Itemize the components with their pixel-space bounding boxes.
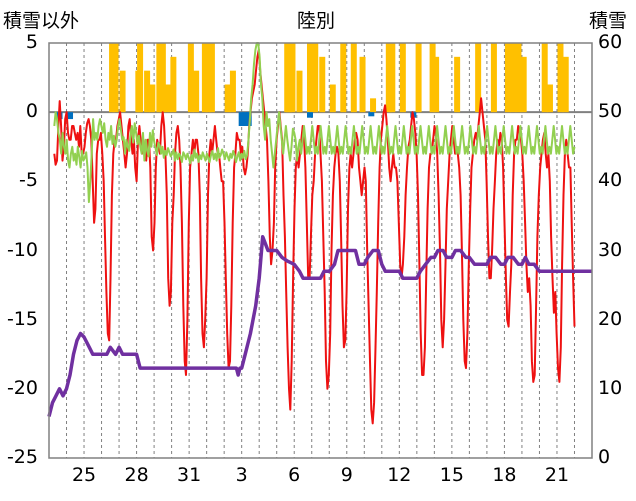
- right-tick-label: 20: [598, 307, 623, 330]
- left-tick-label: -20: [6, 376, 38, 399]
- sunshine-bar: [119, 70, 126, 113]
- sunshine-bar: [415, 43, 422, 113]
- temperature-line: [53, 48, 576, 425]
- plot-frame: [48, 42, 593, 459]
- series-layer: [47, 42, 592, 425]
- sunshine-bar: [312, 43, 319, 113]
- x-tick-label: 12: [387, 464, 412, 486]
- sunshine-bar: [429, 43, 436, 113]
- sunshine-bar: [296, 70, 303, 113]
- sunshine-bar: [454, 56, 461, 113]
- precip-bar: [238, 112, 245, 126]
- sunshine-bar: [475, 43, 482, 113]
- sunshine-bar: [201, 43, 208, 113]
- x-tick-label: 28: [124, 464, 149, 486]
- bar-layer: [56, 43, 569, 126]
- sunshine-bar: [319, 56, 326, 113]
- sunshine-bar: [193, 70, 200, 113]
- left-tick-label: 0: [25, 100, 38, 123]
- sunshine-bar: [520, 56, 527, 113]
- sunshine-bar: [546, 84, 553, 113]
- x-tick-label: 3: [235, 464, 248, 486]
- x-tick-label: 18: [492, 464, 517, 486]
- precip-bar: [245, 112, 252, 126]
- left-axis-label: 積雪以外: [3, 10, 80, 32]
- sunshine-bar: [510, 43, 517, 113]
- right-tick-label: 30: [598, 238, 623, 261]
- sunshine-bar: [229, 70, 236, 113]
- sunshine-bar: [224, 84, 231, 113]
- sunshine-bar: [562, 56, 569, 113]
- snow_depth-line: [47, 234, 592, 417]
- sunshine-bar: [399, 43, 406, 113]
- sunshine-bar: [156, 43, 163, 113]
- right-axis-label: 積雪: [589, 10, 628, 32]
- sunshine-bar: [329, 84, 336, 113]
- sunshine-bar: [137, 43, 144, 113]
- sunshine-bar: [385, 43, 392, 113]
- sunshine-bar: [541, 43, 548, 113]
- sunshine-bar: [306, 43, 313, 113]
- sunshine-bar: [159, 43, 166, 113]
- sunshine-bar: [504, 43, 511, 113]
- sunshine-bar: [515, 43, 522, 113]
- sunshine-bar: [170, 56, 177, 113]
- precip-bar: [306, 112, 313, 118]
- right-tick-label: 50: [598, 100, 623, 123]
- sunshine-bar: [490, 43, 497, 113]
- left-tick-label: 5: [25, 31, 38, 53]
- humidity_like-line: [53, 42, 576, 204]
- left-tick-label: -10: [6, 238, 38, 261]
- sunshine-bar: [433, 56, 440, 113]
- left-tick-label: -25: [6, 446, 38, 468]
- left-tick-label: -15: [6, 307, 38, 330]
- sunshine-bar: [289, 43, 296, 113]
- sunshine-bar: [165, 84, 172, 113]
- right-tick-label: 40: [598, 169, 623, 192]
- x-tick-label: 9: [340, 464, 353, 486]
- right-tick-label: 60: [598, 31, 623, 53]
- sunshine-bar: [205, 43, 212, 113]
- x-tick-label: 31: [177, 464, 202, 486]
- sunshine-bar: [285, 56, 292, 113]
- sunshine-bar: [144, 70, 151, 113]
- sunshine-bar: [359, 56, 366, 113]
- precip-bar: [242, 112, 249, 126]
- sunshine-bar: [112, 43, 119, 113]
- x-tick-label: 25: [71, 464, 97, 486]
- sunshine-bar: [149, 84, 156, 113]
- left-tick-label: -5: [19, 169, 38, 192]
- x-tick-label: 21: [544, 464, 570, 486]
- sunshine-bar: [187, 43, 194, 113]
- sunshine-bar: [370, 98, 377, 113]
- right-tick-label: 0: [598, 446, 611, 468]
- sunshine-bar: [389, 43, 396, 113]
- sunshine-bar: [557, 43, 564, 113]
- sunshine-bar: [350, 43, 357, 113]
- precip-bar: [67, 112, 74, 120]
- x-tick-label: 15: [439, 464, 464, 486]
- precip-bar: [368, 112, 375, 117]
- chart-title: 陸別: [297, 10, 336, 32]
- sunshine-bar: [109, 43, 116, 113]
- x-tick-label: 6: [288, 464, 301, 486]
- sunshine-bar: [208, 43, 215, 113]
- sunshine-bar: [340, 43, 347, 113]
- right-tick-label: 10: [598, 376, 623, 399]
